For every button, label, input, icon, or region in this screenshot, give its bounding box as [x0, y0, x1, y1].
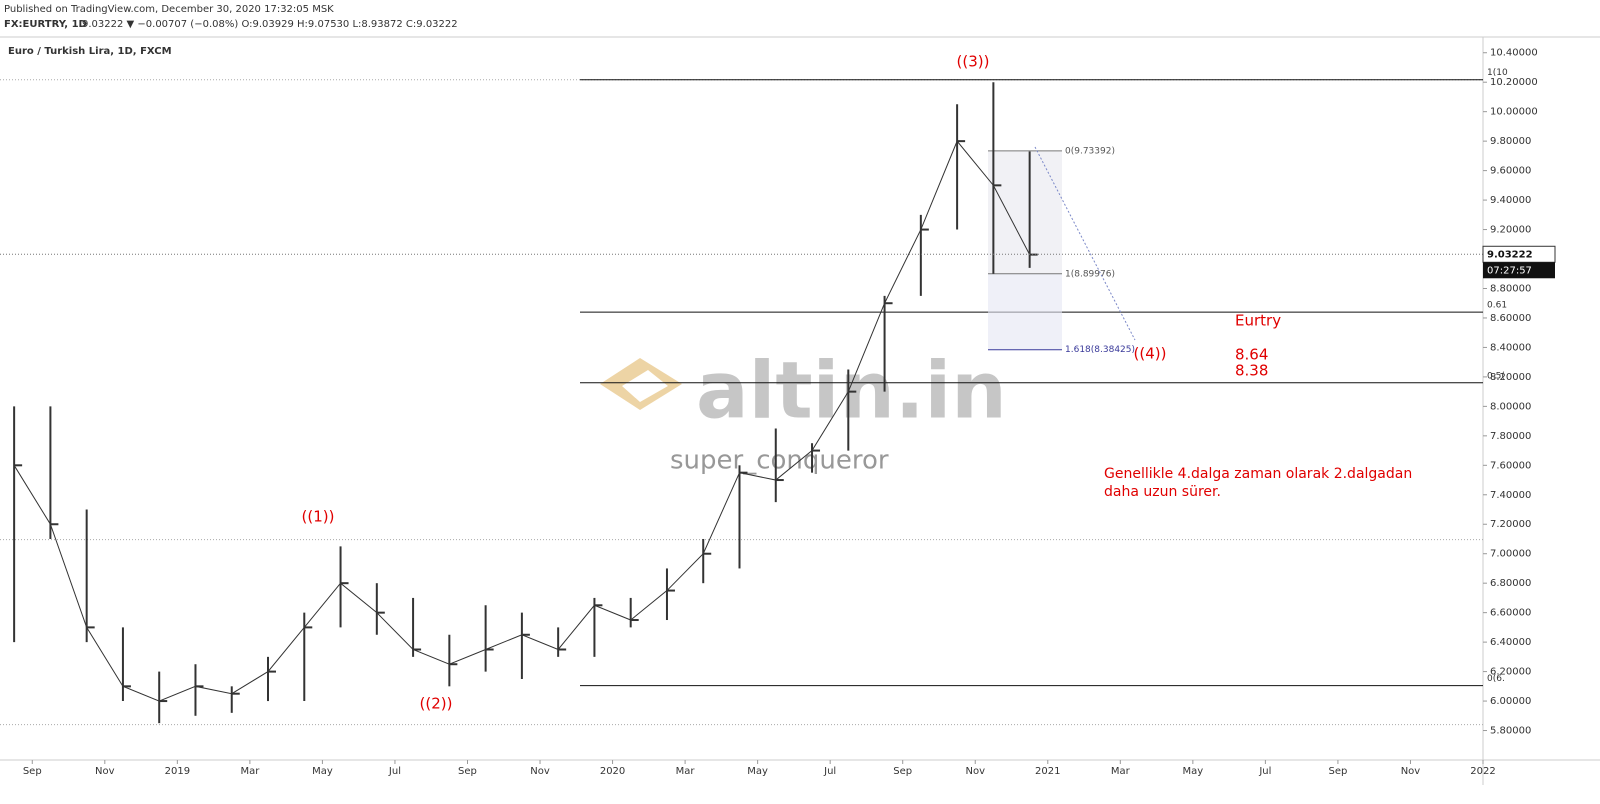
x-tick-label: 2019	[165, 766, 190, 777]
x-tick-label: Nov	[965, 766, 985, 777]
note-title: Eurtry	[1235, 312, 1281, 330]
x-tick-label: Jul	[388, 766, 401, 777]
fib-label: 1(10	[1487, 68, 1508, 78]
y-tick-label: 8.60000	[1490, 313, 1531, 324]
y-tick-label: 8.80000	[1490, 283, 1531, 294]
x-tick-label: May	[747, 766, 768, 777]
y-tick-label: 8.40000	[1490, 342, 1531, 353]
y-tick-label: 10.20000	[1490, 77, 1538, 88]
y-tick-label: 8.00000	[1490, 401, 1531, 412]
fib-box	[988, 150, 1062, 274]
y-tick-label: 6.80000	[1490, 578, 1531, 589]
y-tick-label: 9.80000	[1490, 136, 1531, 147]
x-tick-label: Sep	[893, 766, 912, 777]
y-tick-label: 5.80000	[1490, 726, 1531, 737]
note-target: 8.64	[1235, 346, 1268, 364]
y-tick-label: 10.40000	[1490, 48, 1538, 59]
wave-label: ((4))	[1134, 345, 1167, 363]
x-tick-label: Mar	[240, 766, 260, 777]
fib-label: 0.61	[1487, 301, 1507, 311]
x-tick-label: Mar	[1111, 766, 1131, 777]
y-tick-label: 9.40000	[1490, 195, 1531, 206]
legend: Euro / Turkish Lira, 1D, FXCM	[8, 46, 172, 57]
fib-label: 0.5(	[1487, 371, 1505, 381]
x-tick-label: 2021	[1035, 766, 1060, 777]
x-tick-label: Sep	[458, 766, 477, 777]
trend-line	[1034, 146, 1136, 341]
logo	[622, 370, 668, 402]
y-tick-label: 7.20000	[1490, 519, 1531, 530]
watermark-user: super_conqueror	[670, 446, 889, 476]
y-tick-label: 7.00000	[1490, 549, 1531, 560]
comment: daha uzun sürer.	[1104, 484, 1221, 500]
wave-label: ((1))	[302, 508, 335, 526]
fib-label: 0(6.	[1487, 674, 1505, 684]
x-tick-label: Nov	[95, 766, 115, 777]
wave-label: ((3))	[957, 53, 990, 71]
y-tick-label: 10.00000	[1490, 107, 1538, 118]
y-tick-label: 6.60000	[1490, 608, 1531, 619]
fib-box	[988, 273, 1062, 350]
countdown: 07:27:57	[1487, 265, 1532, 276]
x-tick-label: Jul	[1258, 766, 1271, 777]
y-tick-label: 8.20000	[1490, 372, 1531, 383]
watermark: altin.in super_conqueror	[600, 346, 1007, 476]
x-tick-label: Nov	[530, 766, 550, 777]
y-tick-label: 9.60000	[1490, 166, 1531, 177]
x-tick-label: 2022	[1470, 766, 1495, 777]
x-tick-label: Sep	[23, 766, 42, 777]
x-tick-label: May	[1183, 766, 1204, 777]
note-target: 8.38	[1235, 362, 1268, 380]
y-tick-label: 9.20000	[1490, 225, 1531, 236]
x-tick-label: Mar	[676, 766, 696, 777]
price-tag-label: 9.03222	[1487, 249, 1533, 260]
symbol: FX:EURTRY, 1D	[4, 19, 87, 30]
x-tick-label: Nov	[1401, 766, 1421, 777]
x-tick-label: Sep	[1328, 766, 1347, 777]
y-tick-label: 7.60000	[1490, 460, 1531, 471]
close-line	[13, 140, 1031, 702]
x-tick-label: Jul	[823, 766, 836, 777]
fib-ext-label: 0(9.73392)	[1065, 146, 1115, 156]
wave-label: ((2))	[420, 695, 453, 713]
fib-ext-label: 1.618(8.38425)	[1065, 345, 1135, 355]
y-tick-label: 6.20000	[1490, 667, 1531, 678]
fib-ext-label: 1(8.89976)	[1065, 269, 1115, 279]
published: Published on TradingView.com, December 3…	[4, 4, 334, 15]
countdown-tag	[1483, 262, 1555, 279]
x-tick-label: 2020	[600, 766, 625, 777]
y-tick-label: 6.00000	[1490, 696, 1531, 707]
y-tick-label: 7.80000	[1490, 431, 1531, 442]
x-tick-label: May	[312, 766, 333, 777]
ohlc: 9.03222 ▼ −0.00707 (−0.08%) O:9.03929 H:…	[82, 19, 458, 30]
comment: Genellikle 4.dalga zaman olarak 2.dalgad…	[1104, 466, 1412, 482]
y-tick-label: 6.40000	[1490, 637, 1531, 648]
y-tick-label: 7.40000	[1490, 490, 1531, 501]
